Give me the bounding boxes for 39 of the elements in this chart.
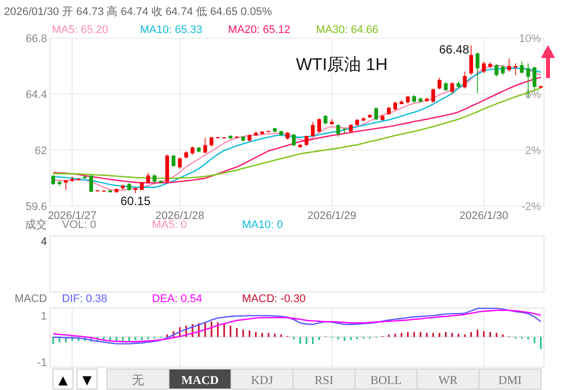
text: DEA: 0.54 xyxy=(152,293,202,305)
y2-tick-label: 2% xyxy=(525,145,542,157)
text: MACD: -0.30 xyxy=(242,293,306,305)
text: WTI原油 1H xyxy=(296,55,388,74)
text: MA10: 65.33 xyxy=(140,24,202,36)
text: MA20: 65.12 xyxy=(228,24,290,36)
y-tick-label: 66.8 xyxy=(26,33,47,45)
text: BOLL xyxy=(370,373,402,387)
y2-tick-label: 10% xyxy=(518,33,542,45)
y-tick-label: 62 xyxy=(34,145,47,157)
chart-subtitle: 2026/01/30 开 64.73 高 64.74 收 64.74 低 64.65 0.05% xyxy=(4,5,272,18)
x-tick-label: 2026/1/30 xyxy=(459,210,508,222)
text: DIF: 0.38 xyxy=(62,293,108,305)
x-tick-label: 2026/1/29 xyxy=(307,210,356,222)
text: MA5: 65.20 xyxy=(52,24,108,36)
text: VOL: 0 xyxy=(62,219,96,231)
text: MA10: 0 xyxy=(242,219,283,231)
text: MA30: 64.66 xyxy=(316,24,378,36)
text: 无 xyxy=(132,373,144,387)
chart-title: MACD xyxy=(14,293,48,305)
text: ▲ xyxy=(58,373,68,387)
text: MACD xyxy=(181,373,219,387)
y-tick-label: 59.6 xyxy=(26,201,47,213)
y-tick-label: 1 xyxy=(40,310,47,323)
x-tick-label: 2026/1/27 xyxy=(48,210,97,222)
text: DMI xyxy=(498,373,522,387)
text: 4 xyxy=(40,236,47,248)
text: WR xyxy=(438,373,458,387)
text: MA5: 0 xyxy=(152,219,187,231)
text: ▼ xyxy=(82,373,92,387)
y2-tick-label: -2% xyxy=(521,201,542,213)
text: RSI xyxy=(314,373,334,387)
y-tick-label: 64.4 xyxy=(26,89,47,101)
x-tick-label: 2026/1/28 xyxy=(155,210,204,222)
annotation: 60.15 xyxy=(120,194,151,208)
y-tick-label: -1 xyxy=(37,356,47,369)
annotation: 66.48 xyxy=(439,42,470,56)
text: 成交 xyxy=(25,218,47,231)
text: KDJ xyxy=(250,373,274,387)
